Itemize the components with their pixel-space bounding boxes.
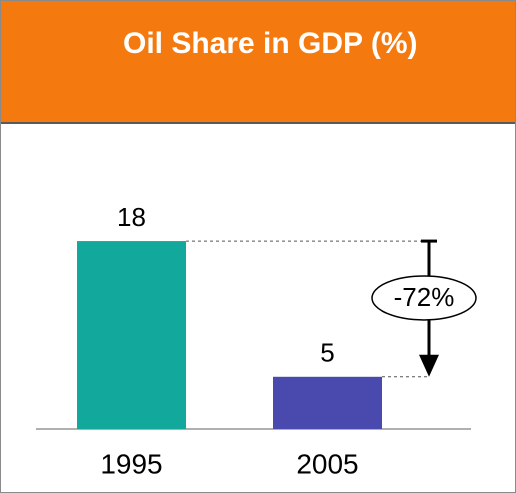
annotation: -72% — [394, 282, 455, 312]
bar — [77, 241, 186, 429]
value-label: 5 — [320, 338, 334, 368]
annotation-bubble — [371, 275, 477, 321]
x-tick-label: 1995 — [100, 448, 162, 479]
header: Oil Share in GDP (%) — [1, 1, 515, 124]
arrow-head — [419, 354, 439, 377]
x-tick-label: 2005 — [296, 448, 358, 479]
chart-title: Oil Share in GDP (%) — [123, 27, 418, 60]
bar — [273, 376, 382, 429]
value-label: 18 — [117, 202, 146, 232]
